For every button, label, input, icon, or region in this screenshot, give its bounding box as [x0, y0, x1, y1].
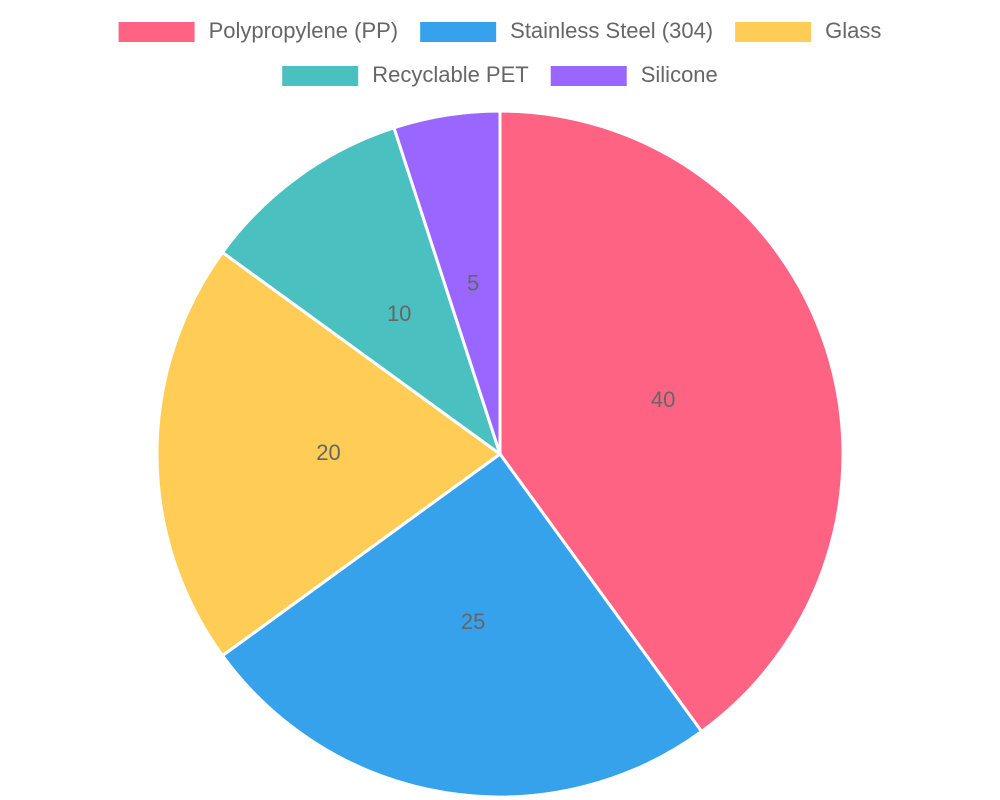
pie-slice	[220, 125, 503, 458]
data-label: 20	[316, 440, 340, 465]
legend-label: Silicone	[641, 62, 718, 87]
legend-item: Silicone	[550, 62, 718, 87]
legend-item: Polypropylene (PP)	[118, 18, 399, 43]
data-label: 40	[651, 387, 675, 412]
data-label: 5	[467, 270, 479, 295]
legend-item: Stainless Steel (304)	[420, 18, 713, 43]
legend-swatch	[118, 22, 195, 42]
legend-swatch	[550, 66, 627, 86]
legend-item: Glass	[735, 18, 881, 43]
legend-label: Glass	[825, 18, 881, 43]
data-label: 25	[461, 609, 485, 634]
legend-swatch	[735, 22, 812, 42]
legend-label: Stainless Steel (304)	[510, 18, 713, 43]
pie-slice	[392, 109, 502, 455]
pie-slice	[220, 451, 704, 799]
legend-label: Recyclable PET	[372, 62, 529, 87]
legend-swatch	[420, 22, 497, 42]
pie-slice	[498, 109, 845, 734]
pie-slice	[155, 250, 503, 658]
legend-item: Recyclable PET	[282, 62, 529, 87]
legend-label: Polypropylene (PP)	[209, 18, 399, 43]
data-label: 10	[387, 301, 411, 326]
legend-swatch	[282, 66, 359, 86]
